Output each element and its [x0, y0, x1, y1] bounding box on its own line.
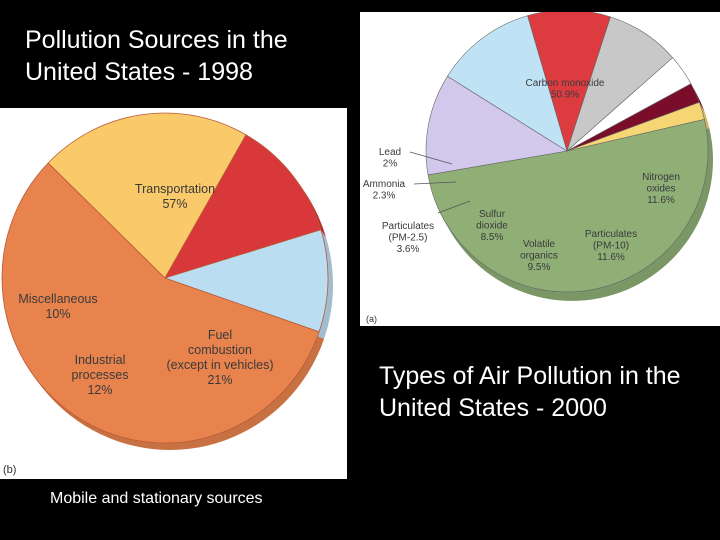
slice-label-particulates-pm-10: Particulates [585, 229, 637, 240]
slice-lead [566, 102, 705, 152]
slice-label-sulfur: 8.5% [481, 232, 504, 243]
pie-panel-sources: Transportation 57% Fuel combustion (except i… [0, 108, 347, 479]
panel-letter-b: (b) [3, 464, 17, 476]
slice-label-ammonia: 2.3% [373, 191, 396, 202]
slice-label-ammonia: Ammonia [363, 179, 406, 190]
slice-label-volatile: Volatile [523, 239, 556, 250]
slice-label-sulfur: dioxide [476, 221, 508, 232]
slice-label-carbon-monoxide: Carbon monoxide [526, 78, 605, 89]
slice-label-nitrogen: oxides [647, 184, 676, 195]
slice-industrial [164, 134, 322, 279]
slice-label-sulfur: Sulfur [479, 209, 506, 220]
slice-label-nitrogen: 11.6% [647, 195, 675, 206]
slice-label-particulates-pm-2-5: Particulates [382, 221, 434, 232]
title-2000: Types of Air Pollution in the United Sta… [379, 362, 681, 422]
slice-miscellaneous [164, 229, 329, 333]
slice-label-fuel: 21% [207, 373, 232, 387]
slice-label-fuel: (except in vehicles) [167, 358, 274, 372]
sources-slices [1, 112, 329, 444]
slice-label-industrial: processes [72, 368, 129, 382]
slice-label-industrial: Industrial [75, 353, 126, 367]
slice-label-miscellaneous: 10% [45, 307, 70, 321]
slice-label-industrial: 12% [87, 383, 112, 397]
slice-label-lead: Lead [379, 147, 401, 158]
slice-label-particulates-pm-2-5: 3.6% [397, 244, 420, 255]
slice-volatile [527, 12, 611, 152]
slice-transportation [1, 162, 320, 444]
leader-line-lead [409, 151, 453, 165]
slice-label-miscellaneous: Miscellaneous [18, 292, 97, 306]
slice-label-particulates-pm-10: (PM-10) [593, 241, 629, 252]
caption-mobile-stationary: Mobile and stationary sources [50, 490, 263, 507]
slice-label-lead: 2% [383, 159, 398, 170]
pie-chart-types: Carbon monoxide50.9%Nitrogenoxides11.6%P… [363, 12, 713, 301]
title-1998: Pollution Sources in the United States -… [25, 26, 288, 86]
slice-label-particulates-pm-2-5: (PM-2.5) [389, 233, 428, 244]
pie-panel-types: Carbon monoxide 50.9% Nitrogen oxides 11.6% P… [360, 12, 720, 326]
slice-label-nitrogen: Nitrogen [642, 172, 680, 183]
slice-label-volatile: organics [520, 251, 558, 262]
slice-label-fuel: combustion [188, 343, 252, 357]
slice-carbon-monoxide [427, 118, 709, 293]
slice-fuel [47, 112, 247, 279]
slice-label-particulates-pm-10: 11.6% [597, 252, 625, 263]
slice-nitrogen [425, 75, 568, 176]
types-labels: Carbon monoxide50.9%Nitrogenoxides11.6%P… [363, 78, 680, 273]
slice-label-transportation: Transportation [135, 182, 215, 196]
slice-label-volatile: 9.5% [528, 262, 551, 273]
leader-line-ammonia [413, 181, 457, 185]
panel-letter-a: (a) [366, 314, 377, 324]
types-slices [425, 12, 709, 293]
slice-particulates-pm-10 [447, 15, 568, 152]
slice-label-transportation: 57% [162, 197, 187, 211]
slice-label-fuel: Fuel [208, 328, 232, 342]
leader-line-particulates-pm-2-5 [437, 200, 471, 214]
slice-label-carbon-monoxide: 50.9% [551, 90, 579, 101]
